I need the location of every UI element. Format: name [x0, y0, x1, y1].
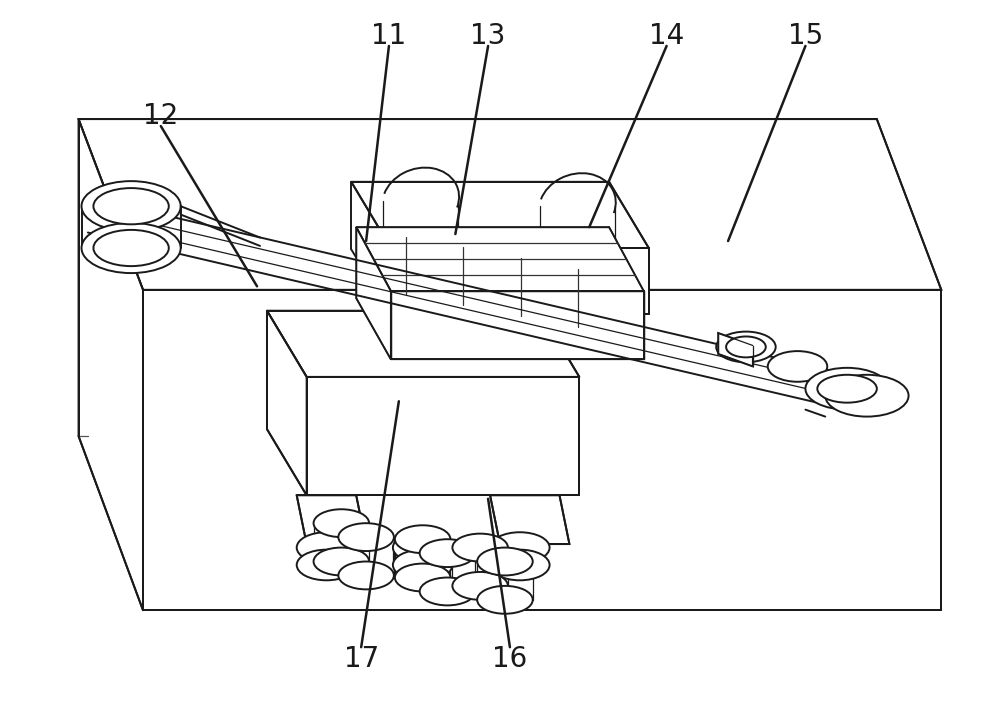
Polygon shape [267, 311, 307, 496]
Ellipse shape [393, 550, 452, 580]
Ellipse shape [490, 532, 550, 563]
Text: 11: 11 [371, 22, 407, 49]
Ellipse shape [93, 230, 169, 266]
Polygon shape [267, 311, 579, 377]
Polygon shape [391, 291, 644, 360]
Polygon shape [356, 227, 391, 360]
Ellipse shape [477, 548, 533, 575]
Ellipse shape [817, 375, 877, 403]
Text: 12: 12 [143, 102, 178, 130]
Ellipse shape [805, 368, 889, 410]
Ellipse shape [716, 331, 776, 362]
Ellipse shape [477, 586, 533, 614]
Text: 17: 17 [344, 645, 379, 673]
Ellipse shape [297, 532, 356, 563]
Ellipse shape [297, 550, 356, 580]
Ellipse shape [490, 550, 550, 580]
Ellipse shape [420, 577, 475, 606]
Ellipse shape [338, 523, 394, 551]
Ellipse shape [825, 375, 909, 417]
Polygon shape [297, 496, 366, 544]
Text: 14: 14 [649, 22, 684, 49]
Ellipse shape [420, 539, 475, 567]
Polygon shape [356, 227, 644, 291]
Text: 16: 16 [492, 645, 528, 673]
Ellipse shape [338, 561, 394, 589]
Polygon shape [307, 377, 579, 496]
Ellipse shape [82, 181, 181, 231]
Ellipse shape [726, 336, 766, 357]
Ellipse shape [93, 188, 169, 224]
Polygon shape [79, 119, 143, 611]
Ellipse shape [452, 572, 508, 600]
Ellipse shape [314, 509, 369, 537]
Ellipse shape [452, 534, 508, 561]
Polygon shape [718, 333, 753, 367]
Polygon shape [490, 496, 569, 544]
Ellipse shape [314, 548, 369, 575]
Text: 13: 13 [470, 22, 506, 49]
Ellipse shape [393, 532, 452, 563]
Polygon shape [79, 119, 941, 290]
Polygon shape [143, 290, 941, 611]
Ellipse shape [395, 563, 450, 591]
Ellipse shape [82, 223, 181, 273]
Polygon shape [391, 248, 649, 314]
Text: 15: 15 [788, 22, 823, 49]
Polygon shape [351, 182, 649, 248]
Ellipse shape [395, 525, 450, 553]
Ellipse shape [768, 351, 827, 382]
